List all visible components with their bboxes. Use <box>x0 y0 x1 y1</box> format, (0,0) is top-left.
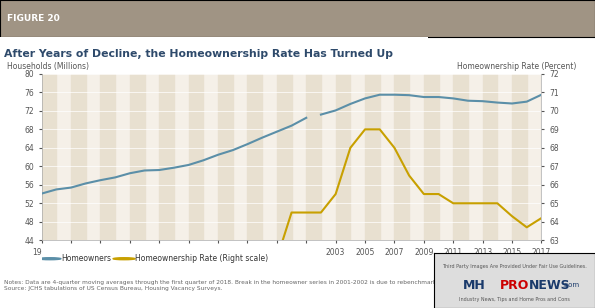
Text: .com: .com <box>562 282 580 288</box>
Bar <box>189 74 203 240</box>
Bar <box>453 74 468 240</box>
Bar <box>42 74 57 240</box>
Text: Households (Millions): Households (Millions) <box>7 62 89 71</box>
Bar <box>277 74 292 240</box>
Text: PRO: PRO <box>500 279 530 292</box>
Bar <box>541 74 556 240</box>
Text: Homeownership Rate (Percent): Homeownership Rate (Percent) <box>457 62 577 71</box>
Circle shape <box>39 258 61 260</box>
Circle shape <box>113 258 135 260</box>
Bar <box>424 74 439 240</box>
Bar <box>394 74 409 240</box>
Text: MH: MH <box>463 279 486 292</box>
Text: After Years of Decline, the Homeownership Rate Has Turned Up: After Years of Decline, the Homeownershi… <box>4 49 393 59</box>
Text: Homeownership Rate (Right scale): Homeownership Rate (Right scale) <box>135 254 268 263</box>
Text: Third Party Images Are Provided Under Fair Use Guidelines.: Third Party Images Are Provided Under Fa… <box>442 264 587 269</box>
Text: Notes: Data are 4-quarter moving averages through the first quarter of 2018. Bre: Notes: Data are 4-quarter moving average… <box>4 280 447 291</box>
Bar <box>512 74 527 240</box>
Bar <box>365 74 380 240</box>
Text: FIGURE 20: FIGURE 20 <box>7 14 60 23</box>
Bar <box>159 74 174 240</box>
Text: Industry News, Tips and Home Pros and Cons: Industry News, Tips and Home Pros and Co… <box>459 297 570 302</box>
Bar <box>130 74 145 240</box>
Bar <box>483 74 497 240</box>
Bar <box>71 74 86 240</box>
Bar <box>306 74 321 240</box>
Bar <box>336 74 350 240</box>
Bar <box>248 74 262 240</box>
Text: Homeowners: Homeowners <box>61 254 111 263</box>
Bar <box>101 74 115 240</box>
Text: NEWS: NEWS <box>529 279 571 292</box>
Bar <box>218 74 233 240</box>
